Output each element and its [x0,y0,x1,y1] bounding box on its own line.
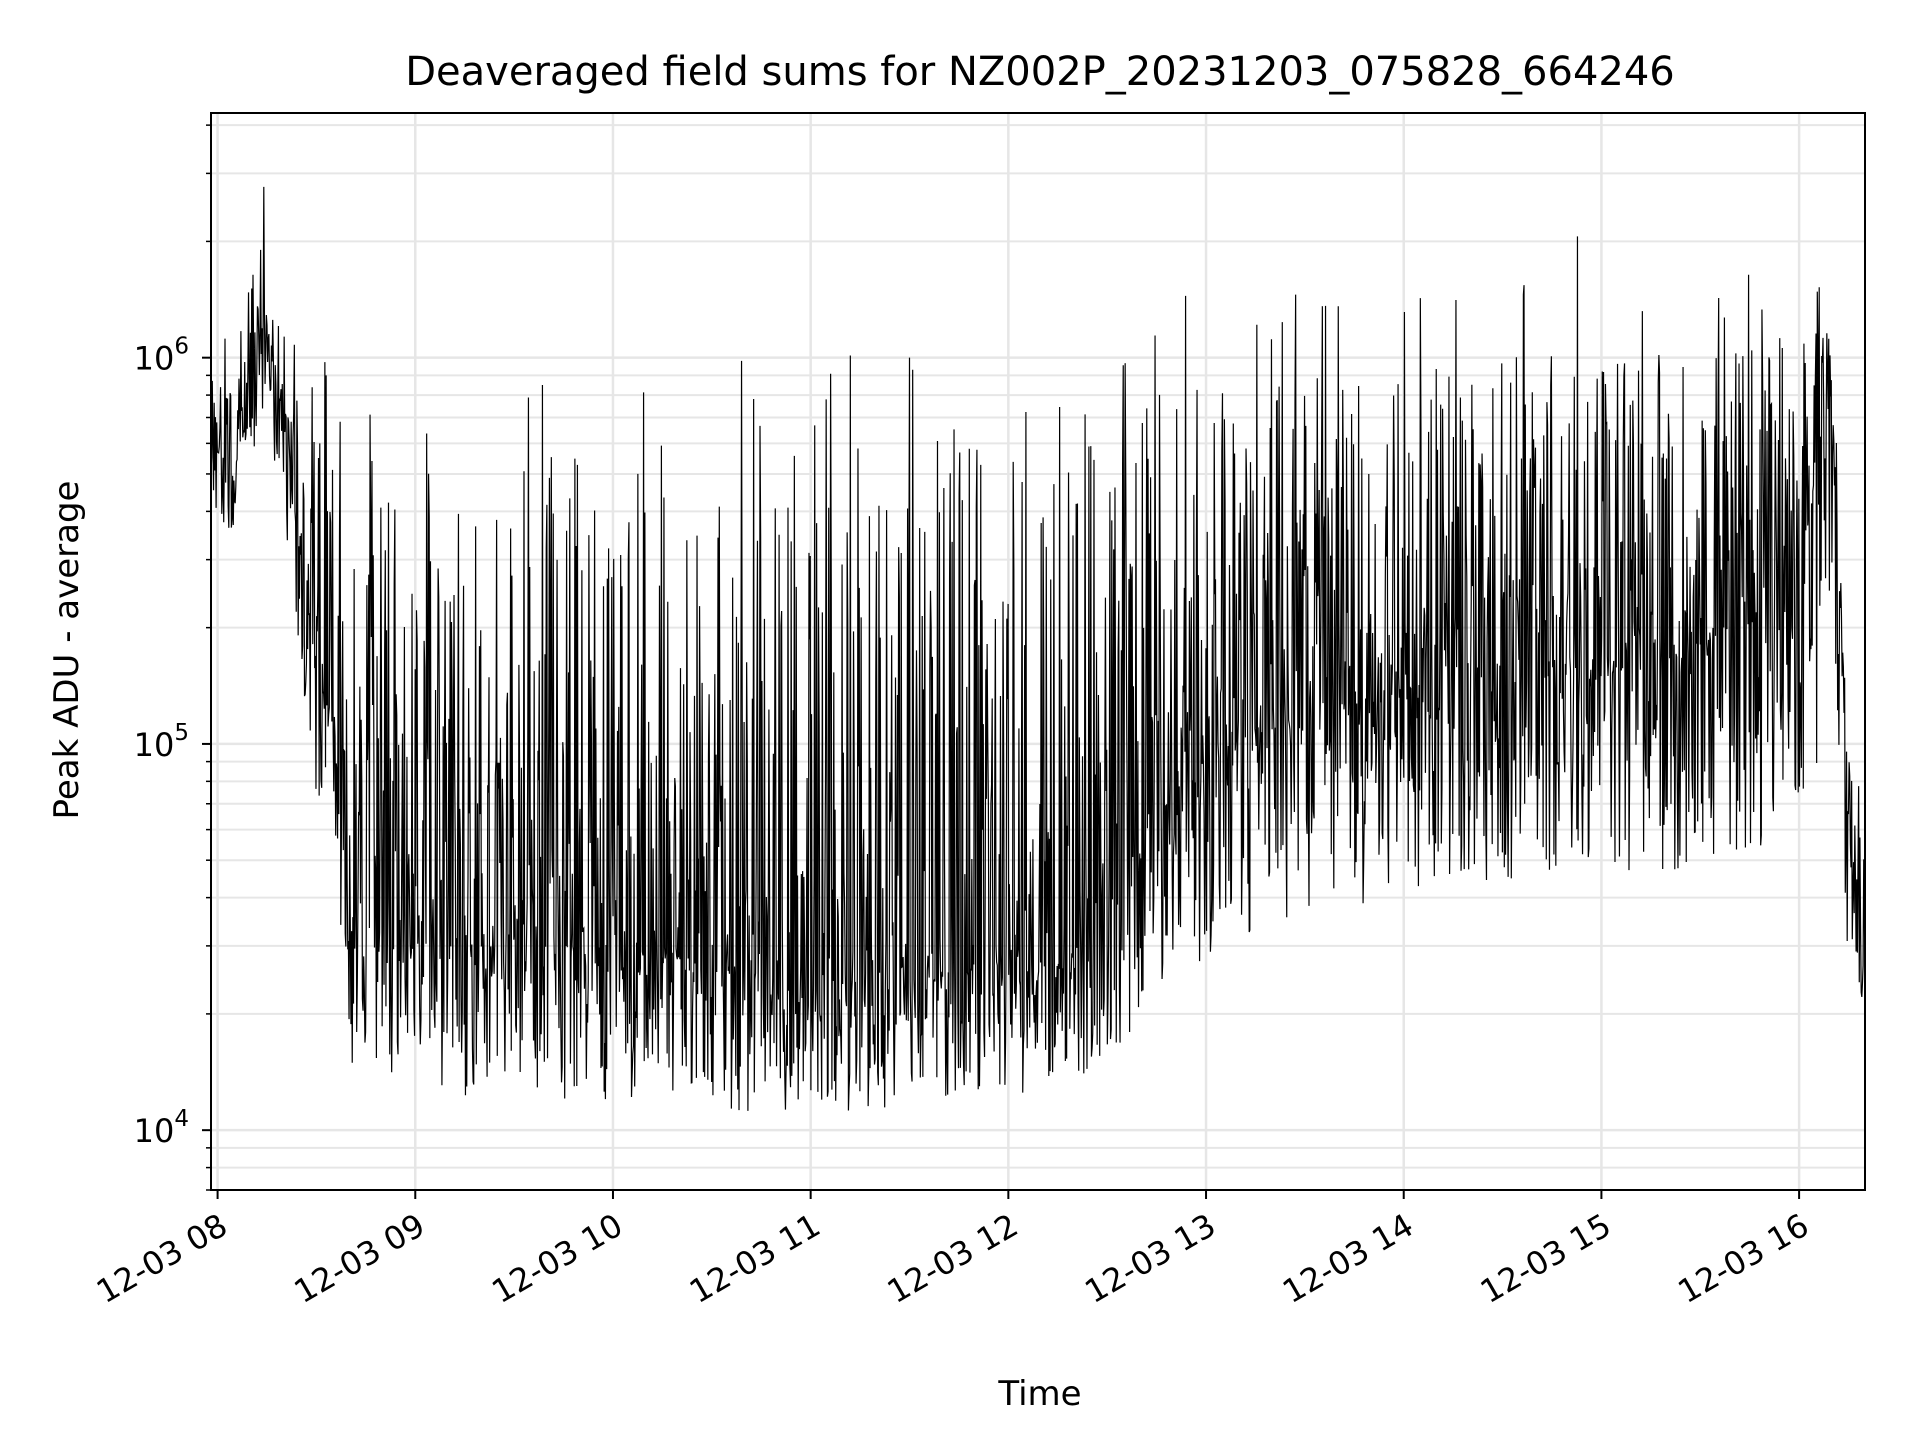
y-tick-label: 104 [134,1106,189,1150]
plot-area-frame [210,112,1866,1191]
series-line [210,186,1866,1111]
y-axis: 104 105 106 [134,124,211,1191]
x-axis-label: Time [997,1374,1081,1414]
y-tick-label: 106 [134,334,189,378]
y-tick-label: 105 [134,720,189,764]
y-axis-label: Peak ADU - average [47,481,87,820]
chart-title: Deaveraged field sums for NZ002P_2023120… [405,49,1675,95]
data-series [210,186,1866,1111]
